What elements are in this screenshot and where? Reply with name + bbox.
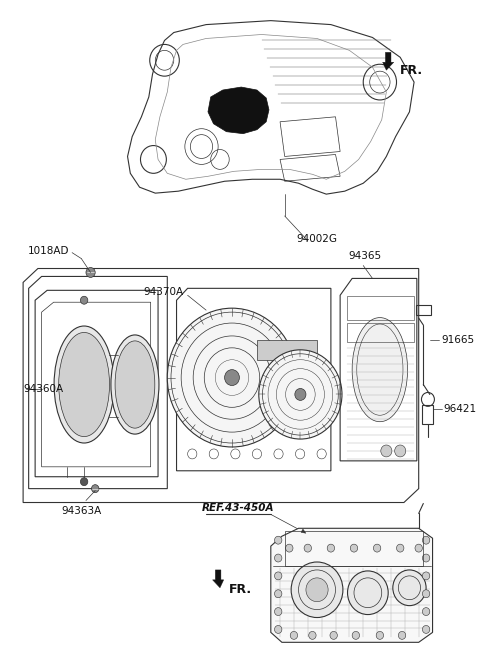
Text: 94002G: 94002G bbox=[297, 234, 337, 244]
Text: 1018AD: 1018AD bbox=[28, 245, 69, 256]
Ellipse shape bbox=[54, 326, 114, 443]
Circle shape bbox=[350, 544, 358, 552]
Circle shape bbox=[291, 562, 343, 617]
Ellipse shape bbox=[59, 333, 109, 437]
Text: 91665: 91665 bbox=[441, 335, 474, 345]
Text: 94360A: 94360A bbox=[23, 384, 63, 394]
Polygon shape bbox=[271, 528, 432, 642]
Circle shape bbox=[275, 536, 282, 544]
Circle shape bbox=[92, 485, 99, 493]
Circle shape bbox=[290, 632, 298, 640]
Circle shape bbox=[275, 590, 282, 598]
Polygon shape bbox=[257, 340, 317, 359]
Circle shape bbox=[309, 632, 316, 640]
Circle shape bbox=[259, 350, 342, 439]
Circle shape bbox=[381, 445, 392, 457]
Ellipse shape bbox=[352, 318, 408, 422]
Text: 94363A: 94363A bbox=[61, 506, 101, 516]
Text: FR.: FR. bbox=[229, 583, 252, 596]
Circle shape bbox=[398, 632, 406, 640]
Circle shape bbox=[352, 632, 360, 640]
Circle shape bbox=[396, 544, 404, 552]
Text: 94365: 94365 bbox=[348, 251, 382, 260]
Circle shape bbox=[422, 554, 430, 562]
Polygon shape bbox=[301, 529, 306, 533]
Circle shape bbox=[86, 268, 95, 277]
Circle shape bbox=[393, 570, 426, 605]
Circle shape bbox=[373, 544, 381, 552]
Circle shape bbox=[295, 388, 306, 400]
Circle shape bbox=[275, 572, 282, 580]
Text: REF.43-450A: REF.43-450A bbox=[202, 503, 275, 514]
Circle shape bbox=[81, 478, 88, 485]
Circle shape bbox=[275, 607, 282, 615]
Circle shape bbox=[306, 578, 328, 602]
Circle shape bbox=[275, 554, 282, 562]
Text: FR.: FR. bbox=[400, 64, 423, 77]
Circle shape bbox=[330, 632, 337, 640]
Polygon shape bbox=[383, 52, 394, 70]
Text: 96421: 96421 bbox=[444, 404, 477, 415]
Ellipse shape bbox=[115, 341, 155, 428]
Polygon shape bbox=[213, 570, 224, 588]
Circle shape bbox=[327, 544, 335, 552]
Circle shape bbox=[304, 544, 312, 552]
Circle shape bbox=[422, 536, 430, 544]
Circle shape bbox=[376, 632, 384, 640]
Circle shape bbox=[415, 544, 422, 552]
Circle shape bbox=[422, 607, 430, 615]
Circle shape bbox=[225, 369, 240, 386]
Ellipse shape bbox=[111, 335, 159, 434]
Circle shape bbox=[81, 297, 88, 304]
Circle shape bbox=[168, 308, 297, 447]
Text: 94370A: 94370A bbox=[143, 287, 183, 297]
Circle shape bbox=[348, 571, 388, 615]
Circle shape bbox=[422, 590, 430, 598]
Circle shape bbox=[286, 544, 293, 552]
Circle shape bbox=[395, 445, 406, 457]
Circle shape bbox=[422, 572, 430, 580]
Circle shape bbox=[422, 625, 430, 634]
Circle shape bbox=[275, 625, 282, 634]
Polygon shape bbox=[208, 87, 269, 134]
